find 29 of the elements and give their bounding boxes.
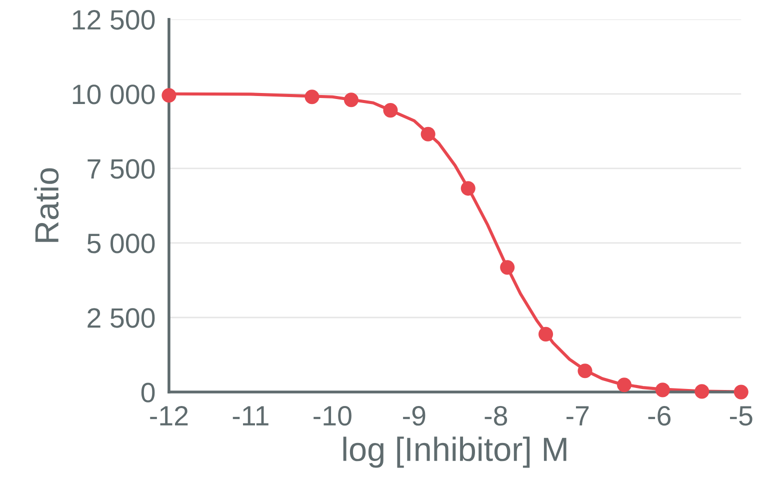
point <box>655 382 670 398</box>
point <box>162 88 176 103</box>
point <box>460 181 476 196</box>
y-tick-label: 7 500 <box>88 159 155 179</box>
y-tick-label: 5 000 <box>87 234 155 254</box>
y-tick-label: 0 <box>141 382 155 402</box>
point <box>694 384 710 399</box>
y-tick-label: 2 500 <box>88 308 155 328</box>
point <box>578 364 592 378</box>
y-axis-title: Ratio <box>34 168 59 242</box>
x-tick-label: -9 <box>403 406 426 426</box>
x-tick-label: -10 <box>314 406 352 426</box>
point <box>734 384 748 400</box>
point <box>344 92 359 108</box>
x-tick-label: -7 <box>566 406 589 426</box>
y-tick-label: 10 000 <box>72 84 155 104</box>
point <box>420 126 436 142</box>
y-tick-label: 12 500 <box>72 10 155 30</box>
x-tick-label: -5 <box>730 406 752 426</box>
x-tick-label: -8 <box>484 406 508 426</box>
x-axis-title: log [Inhibitor] M <box>343 436 566 468</box>
x-tick-label: -11 <box>232 406 268 426</box>
x-tick-label: -6 <box>648 406 671 426</box>
x-tick-label: -12 <box>150 406 188 426</box>
point <box>304 90 320 104</box>
point <box>500 260 515 275</box>
point <box>383 103 398 118</box>
point <box>616 378 632 392</box>
point <box>538 326 554 342</box>
